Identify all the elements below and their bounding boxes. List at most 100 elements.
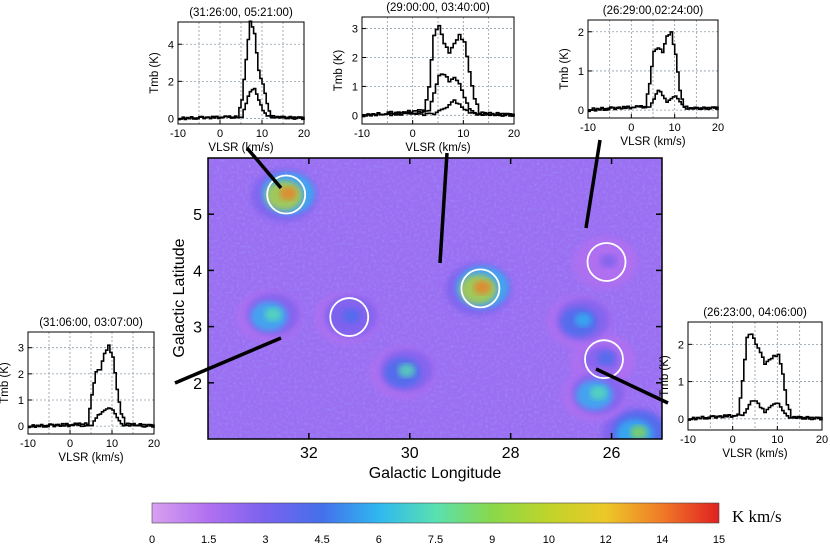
spectrum-frame [177, 21, 305, 125]
spectrum-xtick-label: 0 [730, 434, 736, 446]
spectrum-xtick-label: 10 [669, 122, 681, 134]
spectrum-xtick-label: 10 [256, 128, 268, 140]
spectrum-ytick-label: 2 [18, 369, 24, 381]
spectrum-xtick-label: 10 [457, 128, 469, 140]
spectrum-title: (29:00:00, 03:40:00) [386, 2, 490, 14]
spectrum-xtick-label: -10 [680, 434, 696, 446]
spectrum-xtick-label: -10 [20, 438, 36, 450]
emission-region [561, 368, 628, 422]
spectrum-title: (31:06:00, 03:07:00) [39, 317, 143, 329]
spectrum-xtick-label: 20 [298, 128, 310, 140]
map-ylabel: Galactic Latitude [171, 238, 188, 357]
emission-region [546, 295, 613, 349]
colorbar-tick-label: 4.5 [314, 534, 329, 546]
colorbar-tick-label: 14 [656, 534, 668, 546]
spectrum-xlabel: VLSR (km/s) [58, 452, 123, 464]
map-ytick-label: 5 [193, 207, 202, 224]
region-circle [329, 297, 370, 337]
region-circle [586, 242, 627, 282]
connector-31-06 [174, 336, 282, 385]
spectrum-ytick-label: 0 [578, 105, 584, 117]
emission-blob [597, 351, 615, 366]
colorbar-bar [151, 502, 720, 524]
region-circle [266, 174, 307, 215]
colorbar-tick-label: 10 [543, 534, 555, 546]
spec-26-23-panel: -10 0 10 20 0 1 2 (26:23:00, 04:06:00) VLSR (km/… [659, 307, 828, 460]
region-circles [266, 174, 627, 380]
spectrum-ytick-label: 2 [168, 76, 174, 88]
colorbar-tick-label: 0 [149, 534, 155, 546]
spectrum-xtick-label: 0 [67, 438, 73, 450]
colorbar-tick-label: 12 [599, 534, 611, 546]
emission-blob [398, 363, 416, 378]
spectrum-bg [28, 332, 154, 434]
spectrum-series-line2 [688, 400, 823, 421]
colorbar-tick-label: 7.5 [428, 534, 443, 546]
colorbar-tick-label: 9 [489, 534, 495, 546]
spectrum-xtick-label: 0 [410, 128, 416, 140]
spectrum-title: (31:26:00, 05:21:00) [189, 7, 293, 19]
spec-29-00-panel: -10 0 10 20 0 1 2 3 (29:00:00, 03:40:00) VLSR (km… [333, 2, 520, 154]
spectrum-frame [361, 16, 515, 125]
spectrum-frame [587, 19, 719, 119]
spectrum-xtick-label: 10 [106, 438, 118, 450]
spectrum-frame [687, 321, 823, 431]
spectrum-ytick-label: 1 [578, 66, 584, 78]
connector-26-23 [595, 367, 669, 405]
spectrum-xtick-label: -10 [170, 128, 186, 140]
spectrum-xtick-label: 20 [148, 438, 160, 450]
map-ytick-label: 4 [193, 263, 202, 280]
colorbar-tick-label: 1.5 [201, 534, 216, 546]
map-ticks: 32 30 28 26 2 3 4 5 [193, 158, 662, 462]
connector-lines [174, 139, 669, 405]
emission-blob [599, 254, 618, 268]
emission-region [236, 289, 303, 343]
emission-blob [589, 386, 608, 400]
emission-blob [264, 307, 282, 322]
spectrum-ytick-label: 0 [18, 421, 24, 433]
spectrum-xlabel: VLSR (km/s) [405, 142, 470, 154]
colorbar-tick-label: 6 [376, 534, 382, 546]
spectrum-xtick-label: 20 [508, 128, 520, 140]
spectrum-ylabel: Tmb (K) [659, 355, 671, 397]
map-xtick-label: 32 [300, 445, 318, 462]
map-ytick-label: 2 [193, 376, 202, 393]
map-ytick-label: 3 [193, 320, 202, 337]
colorbar-tick-label: 15 [713, 534, 725, 546]
spectrum-series-line2 [588, 89, 719, 113]
spectrum-xlabel: VLSR (km/s) [208, 142, 273, 154]
spectrum-frame [27, 331, 155, 435]
colorbar: 0 1.5 3 4.5 6 7.5 9 10 12 14 15 K km/s [149, 502, 782, 546]
spectrum-series-line2 [28, 407, 155, 429]
spectrum-ytick-label: 0 [352, 110, 358, 122]
spectrum-series-line3 [362, 99, 515, 117]
spectrum-xtick-label: 10 [771, 434, 783, 446]
spectrum-bg [178, 22, 304, 124]
spec-31-06-panel: -10 0 10 20 0 1 2 3 (31:06:00, 03:07:00) VLSR (km… [0, 317, 160, 464]
emission-region [601, 407, 662, 439]
connector-26-29 [584, 139, 602, 229]
spectrum-title: (26:29:00,02:24:00) [603, 5, 704, 17]
map-xtick-label: 26 [603, 445, 621, 462]
region-circle [584, 339, 624, 380]
emission-blob [342, 309, 360, 323]
spectrum-xlabel: VLSR (km/s) [722, 448, 787, 460]
colorbar-ticks: 0 1.5 3 4.5 6 7.5 9 10 12 14 15 [149, 534, 725, 546]
spectrum-ytick-label: 2 [578, 27, 584, 39]
map-xtick-label: 28 [502, 445, 520, 462]
spectrum-ytick-label: 1 [18, 395, 24, 407]
map-panel: 32 30 28 26 2 3 4 5 Galactic Longitude Galactic… [171, 157, 663, 482]
spectrum-ytick-label: 4 [168, 39, 174, 51]
spectrum-ytick-label: 0 [678, 414, 684, 426]
spectrum-xtick-label: 20 [816, 434, 828, 446]
spectrum-xtick-label: -10 [580, 122, 596, 134]
spec-26-29-panel: -10 0 10 20 0 1 2 (26:29:00,02:24:00) VLSR (km/s… [559, 5, 724, 148]
map-xlabel: Galactic Longitude [369, 465, 502, 482]
spectrum-xtick-label: -10 [354, 128, 370, 140]
emission-blob [473, 280, 492, 295]
spectrum-ytick-label: 2 [352, 52, 358, 64]
spectrum-ytick-label: 3 [352, 24, 358, 36]
spectrum-ytick-label: 1 [352, 81, 358, 93]
